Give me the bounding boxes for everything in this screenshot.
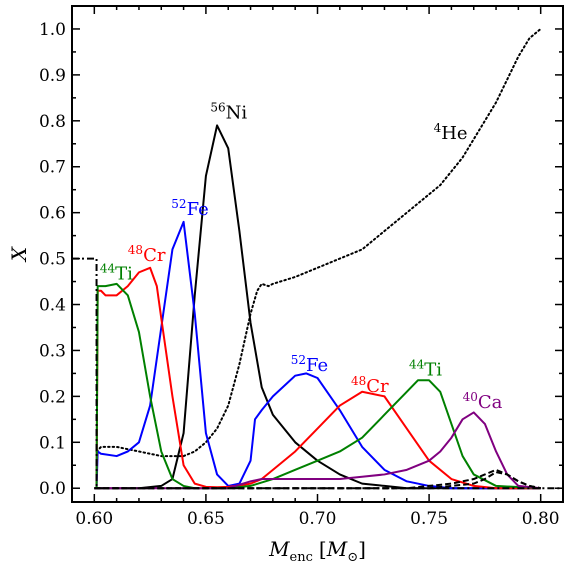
y-tick-label: 0.7	[39, 158, 66, 178]
y-tick-label: 0.3	[39, 341, 66, 361]
y-axis-label: X	[7, 246, 31, 263]
y-tick-label: 0.5	[39, 250, 66, 270]
x-tick-label: 0.70	[299, 509, 337, 529]
y-tick-label: 0.4	[39, 296, 66, 316]
series-line-ni56	[94, 124, 541, 490]
x-tick-label: 0.65	[187, 509, 225, 529]
x-tick-label: 0.60	[75, 509, 113, 529]
annotation-cr-3: 48Cr	[128, 243, 166, 266]
x-label-unit-sub: ⊙	[347, 550, 358, 565]
series-line-he4	[95, 27, 542, 458]
x-label-bracket-open: [	[319, 537, 327, 561]
y-tick-label: 0.9	[39, 66, 66, 86]
y-tick-label: 0.6	[39, 204, 66, 224]
y-tick-label: 0.2	[39, 387, 66, 407]
y-tick-label: 0.0	[39, 479, 66, 499]
annotation-element: Ti	[115, 263, 133, 284]
x-tick-label: 0.75	[410, 509, 448, 529]
annotation-mass-number: 48	[128, 243, 143, 257]
annotation-he-1: 4He	[434, 121, 468, 144]
annotation-element: Ca	[478, 392, 503, 413]
annotation-mass-number: 52	[291, 353, 306, 367]
y-tick-label: 1.0	[39, 20, 66, 40]
annotation-element: Cr	[143, 245, 166, 266]
x-tick-label: 0.80	[522, 509, 560, 529]
annotation-ni-0: 56Ni	[210, 101, 247, 124]
annotation-cr-6: 48Cr	[351, 374, 389, 397]
series-line-ca40	[94, 411, 541, 490]
annotation-mass-number: 4	[434, 121, 442, 135]
annotation-ti-4: 44Ti	[100, 261, 133, 284]
series-line-fe52_inner	[95, 220, 541, 490]
y-tick-label: 0.1	[39, 433, 66, 453]
annotation-mass-number: 40	[463, 390, 478, 404]
annotation-element: Ti	[424, 360, 442, 381]
annotation-mass-number: 52	[171, 197, 186, 211]
annotation-element: Ni	[226, 103, 248, 124]
annotation-mass-number: 48	[351, 374, 366, 388]
annotation-fe-5: 52Fe	[291, 353, 328, 376]
annotation-element: Cr	[366, 376, 389, 397]
series-line-dashdot_edge	[72, 257, 563, 490]
annotation-mass-number: 44	[409, 358, 425, 372]
series-line-cr48	[95, 266, 541, 490]
series-line-dashed_b	[94, 471, 541, 490]
x-label-main: M	[268, 537, 290, 561]
x-label-unit: M	[326, 537, 348, 561]
series-layer	[72, 27, 563, 490]
annotation-ti-7: 44Ti	[409, 358, 442, 381]
annotation-element: Fe	[187, 199, 209, 220]
x-label-sub: enc	[290, 550, 313, 565]
annotation-fe-2: 52Fe	[171, 197, 208, 220]
x-label-bracket-close: ]	[358, 537, 366, 561]
annotation-element: Fe	[306, 355, 328, 376]
axes-layer: 0.60 0.65 0.70 0.75 0.80 0.0 0.1 0.2 0.3 0.4 0.5 0.…	[39, 5, 564, 529]
annotation-ca-8: 40Ca	[463, 390, 503, 413]
annotation-element: He	[441, 123, 467, 144]
annotation-mass-number: 56	[210, 101, 225, 115]
annotation-mass-number: 44	[100, 261, 116, 275]
y-tick-label: 0.8	[39, 112, 66, 132]
x-axis-label: Menc [M⊙]	[268, 537, 366, 565]
